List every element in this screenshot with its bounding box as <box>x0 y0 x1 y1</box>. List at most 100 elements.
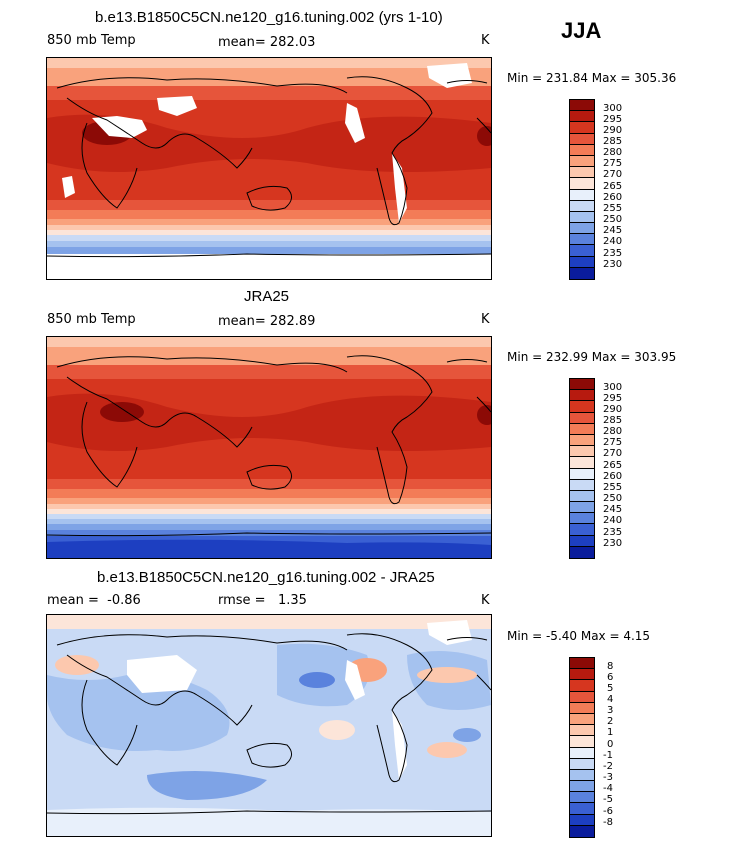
panel-3-colorbar-swatches <box>569 657 595 838</box>
panel-1-variable: 850 mb Temp <box>47 33 136 48</box>
cb1-label: 290 <box>603 125 623 136</box>
cb3-label: 5 <box>607 683 614 694</box>
cb2-swatch <box>570 446 594 458</box>
cb1-label: 285 <box>603 136 623 147</box>
cb1-label: 275 <box>603 158 623 169</box>
cb2-label: 300 <box>603 382 623 393</box>
cb3-label: 2 <box>607 716 614 727</box>
cb2-label: 270 <box>603 448 623 459</box>
cb3-label: -5 <box>603 794 613 805</box>
cb2-swatch <box>570 401 594 413</box>
cb1-label: 300 <box>603 103 623 114</box>
cb1-swatch <box>570 256 594 268</box>
cb1-label: 245 <box>603 225 623 236</box>
cb2-swatch <box>570 535 594 547</box>
cb2-swatch <box>570 390 594 402</box>
cb2-label: 285 <box>603 415 623 426</box>
panel-1-mean-label: mean= 282.03 <box>218 35 316 50</box>
cb3-swatch <box>570 669 594 681</box>
cb1-swatch <box>570 223 594 235</box>
panel-3-title: b.e13.B1850C5CN.ne120_g16.tuning.002 - J… <box>97 569 435 586</box>
panel-1-colorbar: 300 295 290 285 280 275 270 265 260 255 … <box>569 99 622 280</box>
cb3-label: 6 <box>607 672 614 683</box>
cb3-swatch <box>570 769 594 782</box>
panel-2-colorbar-swatches <box>569 378 595 559</box>
cb3-label: -1 <box>603 750 613 761</box>
cb3-swatch <box>570 658 594 670</box>
cb2-swatch <box>570 468 594 480</box>
panel-3-rmse: rmse = 1.35 <box>218 593 307 608</box>
cb1-label: 230 <box>603 259 623 270</box>
cb3-swatch <box>570 781 594 793</box>
cb2-swatch <box>570 423 594 435</box>
panel-1-map <box>46 57 492 280</box>
cb3-label: -2 <box>603 761 613 772</box>
cb3-label: 1 <box>607 727 614 738</box>
cb3-swatch <box>570 680 594 692</box>
cb2-swatch <box>570 379 594 391</box>
cb1-swatch <box>570 155 594 168</box>
season-label: JJA <box>561 18 602 43</box>
cb2-swatch <box>570 546 594 558</box>
cb3-swatch <box>570 758 594 770</box>
panel-3-map <box>46 614 492 837</box>
cb3-label: 0 <box>607 739 614 750</box>
cb1-swatch <box>570 111 594 123</box>
cb3-label: 3 <box>607 705 614 716</box>
cb2-swatch <box>570 457 594 469</box>
cb1-swatch <box>570 211 594 224</box>
cb3-label: 8 <box>607 661 614 672</box>
panel-2-map-svg <box>47 337 491 558</box>
cb2-label: 290 <box>603 404 623 415</box>
cb2-swatch <box>570 479 594 491</box>
cb2-label: 275 <box>603 437 623 448</box>
cb2-label: 280 <box>603 426 623 437</box>
cb1-swatch <box>570 234 594 246</box>
panel-1-map-svg <box>47 58 491 279</box>
panel-2-mean-value: 282.89 <box>269 314 316 329</box>
cb1-label: 270 <box>603 169 623 180</box>
panel-2-map <box>46 336 492 559</box>
panel-1-units: K <box>481 33 490 48</box>
cb1-swatch <box>570 189 594 201</box>
cb2-label: 240 <box>603 515 623 526</box>
cb2-label: 260 <box>603 471 623 482</box>
panel-3-units: K <box>481 593 490 608</box>
panel-3-mean-value: -0.86 <box>107 593 141 608</box>
cb3-swatch <box>570 691 594 703</box>
cb3-swatch <box>570 713 594 726</box>
cb3-label: -4 <box>603 783 613 794</box>
cb1-label: 250 <box>603 214 623 225</box>
panel-2-variable: 850 mb Temp <box>47 312 136 327</box>
panel-1-mean-value: 282.03 <box>269 35 316 50</box>
cb2-swatch <box>570 502 594 514</box>
cb1-label: 280 <box>603 147 623 158</box>
cb3-label: -8 <box>603 817 613 828</box>
panel-2-minmax: Min = 232.99 Max = 303.95 <box>507 350 677 364</box>
cb1-swatch <box>570 200 594 212</box>
cb3-label: 4 <box>607 694 614 705</box>
panel-1-colorbar-swatches <box>569 99 595 280</box>
cb1-label: 240 <box>603 236 623 247</box>
cb3-swatch <box>570 736 594 748</box>
cb1-swatch <box>570 267 594 279</box>
cb2-swatch <box>570 434 594 447</box>
cb1-label: 255 <box>603 203 623 214</box>
cb2-swatch <box>570 412 594 424</box>
cb2-label: 235 <box>603 527 623 538</box>
panel-3-colorbar: 8 6 5 4 3 2 1 0 -1 -2 -3 -4 -5 -6 -8 <box>569 657 613 838</box>
cb3-swatch <box>570 814 594 826</box>
panel-3-rmse-value: 1.35 <box>277 593 307 608</box>
cb2-label: 295 <box>603 393 623 404</box>
cb3-swatch <box>570 747 594 759</box>
cb1-swatch <box>570 245 594 257</box>
cb2-label: 230 <box>603 538 623 549</box>
panel-3-minmax: Min = -5.40 Max = 4.15 <box>507 629 651 643</box>
cb1-label: 265 <box>603 181 623 192</box>
cb3-label: -3 <box>603 772 613 783</box>
cb1-label: 235 <box>603 248 623 259</box>
cb2-label: 250 <box>603 493 623 504</box>
panel-1-title: b.e13.B1850C5CN.ne120_g16.tuning.002 (yr… <box>95 9 443 26</box>
cb1-label: 260 <box>603 192 623 203</box>
cb3-swatch <box>570 725 594 737</box>
